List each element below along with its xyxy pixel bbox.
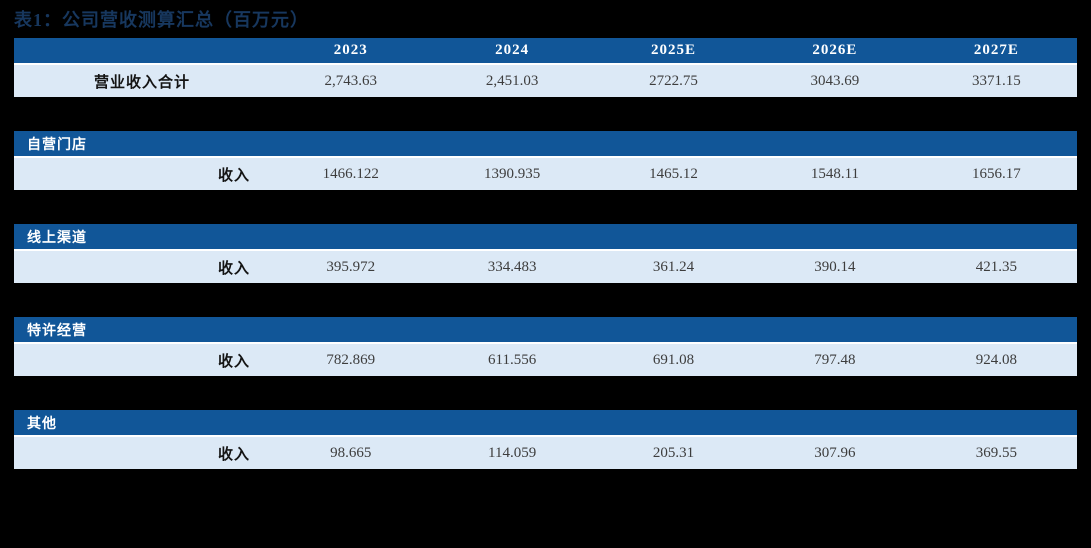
row-separator [14, 342, 1077, 344]
value-2023: 395.972 [326, 258, 376, 275]
row-separator [14, 435, 1077, 437]
section-revenue-row: 收入 782.869 611.556 691.08 797.48 924.08 [14, 344, 1077, 376]
section-online-channels: 线上渠道 收入 395.972 334.483 361.24 390.14 42… [14, 224, 1077, 283]
section-header-row: 特许经营 [14, 317, 1077, 342]
value-2027e: 369.55 [975, 444, 1017, 461]
total-revenue-row: 营业收入合计 2,743.63 2,451.03 2722.75 3043.69… [14, 65, 1077, 97]
value-2027e: 924.08 [975, 351, 1017, 368]
value-2027e: 1656.17 [971, 165, 1021, 182]
section-franchise: 特许经营 收入 782.869 611.556 691.08 797.48 92… [14, 317, 1077, 376]
revenue-row-label: 收入 [217, 259, 250, 277]
row-separator [14, 63, 1077, 65]
total-revenue-label: 营业收入合计 [93, 73, 190, 91]
value-2024: 1390.935 [483, 165, 541, 182]
total-revenue-2025e: 2722.75 [649, 72, 698, 89]
value-2026e: 797.48 [814, 351, 856, 368]
revenue-row-label: 收入 [217, 166, 250, 184]
section-title: 线上渠道 [27, 228, 87, 245]
value-2024: 611.556 [488, 351, 537, 368]
section-header-row: 其他 [14, 410, 1077, 435]
year-header-row: 2023 2024 2025E 2026E 2027E [14, 38, 1077, 63]
year-column-2023: 2023 [333, 42, 368, 58]
value-2023: 782.869 [326, 351, 376, 368]
value-2026e: 1548.11 [810, 165, 860, 182]
section-title: 特许经营 [27, 321, 87, 338]
section-title: 其他 [27, 414, 57, 431]
year-column-2027e: 2027E [973, 42, 1019, 58]
section-title: 自营门店 [27, 135, 87, 152]
value-2025e: 1465.12 [649, 165, 698, 182]
section-self-operated-stores: 自营门店 收入 1466.122 1390.935 1465.12 1548.1… [14, 131, 1077, 190]
value-2026e: 307.96 [814, 444, 856, 461]
value-2024: 114.059 [488, 444, 537, 461]
revenue-table: 2023 2024 2025E 2026E 2027E 营业收入合计 2,743… [14, 38, 1077, 503]
value-2024: 334.483 [487, 258, 537, 275]
total-revenue-2023: 2,743.63 [324, 72, 377, 89]
year-column-2025e: 2025E [651, 42, 697, 58]
value-2027e: 421.35 [975, 258, 1017, 275]
value-2023: 1466.122 [322, 165, 379, 182]
section-header-row: 线上渠道 [14, 224, 1077, 249]
section-header-row: 自营门店 [14, 131, 1077, 156]
value-2026e: 390.14 [814, 258, 856, 275]
section-other: 其他 收入 98.665 114.059 205.31 307.96 369.5… [14, 410, 1077, 469]
value-2023: 98.665 [330, 444, 372, 461]
section-revenue-row: 收入 1466.122 1390.935 1465.12 1548.11 165… [14, 158, 1077, 190]
total-revenue-2024: 2,451.03 [485, 72, 539, 89]
value-2025e: 205.31 [652, 444, 695, 461]
table-title: 表1：公司营收测算汇总（百万元） [14, 10, 309, 30]
row-separator [14, 249, 1077, 251]
year-column-2026e: 2026E [812, 42, 858, 58]
total-revenue-2026e: 3043.69 [810, 72, 860, 89]
year-column-2024: 2024 [495, 42, 530, 58]
section-revenue-row: 收入 98.665 114.059 205.31 307.96 369.55 [14, 437, 1077, 469]
value-2025e: 691.08 [652, 351, 695, 368]
total-revenue-2027e: 3371.15 [971, 72, 1021, 89]
revenue-row-label: 收入 [217, 445, 250, 463]
section-revenue-row: 收入 395.972 334.483 361.24 390.14 421.35 [14, 251, 1077, 283]
row-separator [14, 156, 1077, 158]
value-2025e: 361.24 [652, 258, 695, 275]
summary-block: 2023 2024 2025E 2026E 2027E 营业收入合计 2,743… [14, 38, 1077, 97]
revenue-row-label: 收入 [217, 352, 250, 370]
